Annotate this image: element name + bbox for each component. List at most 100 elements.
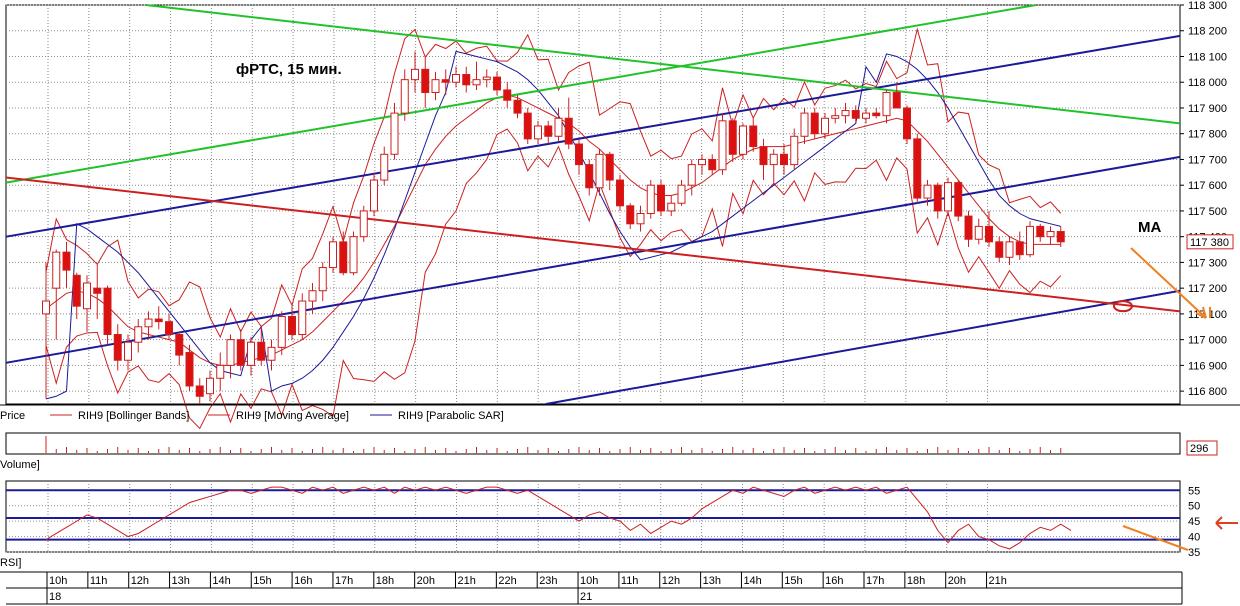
- bollinger-upper-band: [45, 27, 1062, 339]
- candle-bull: [1005, 241, 1014, 258]
- trend-line: [5, 4, 1037, 184]
- candle-bull: [974, 225, 983, 240]
- hour-label: 14h: [212, 575, 230, 587]
- candle-bear: [575, 143, 583, 166]
- rsi-forecast-arrow: [1122, 525, 1189, 551]
- candle-bear: [605, 153, 614, 181]
- candle-bull: [595, 153, 604, 189]
- candle-bear: [851, 110, 860, 119]
- price-panel-label: Price: [0, 410, 25, 422]
- price-tick-label: 117 800: [1188, 129, 1227, 141]
- parabolic-sar-line: [45, 50, 1061, 400]
- candle-bull: [216, 364, 225, 379]
- candle-bull: [790, 135, 799, 166]
- bollinger-lower-band: [45, 128, 1062, 430]
- candle-bear: [72, 274, 81, 307]
- hour-label: 15h: [253, 575, 271, 587]
- trend-line: [5, 155, 1181, 364]
- candle-bull: [83, 282, 91, 310]
- candle-bull: [698, 158, 706, 166]
- hour-label: 17h: [335, 575, 353, 587]
- candle-bear: [175, 333, 184, 356]
- price-grid: 118 300 118 200 118 100 118 000 117 900 117 8…: [6, 0, 1227, 404]
- candle-bear: [93, 287, 102, 294]
- candle-bull: [42, 300, 50, 315]
- candle-bull: [380, 153, 389, 181]
- price-tick-label: 118 100: [1188, 51, 1227, 63]
- hour-label: 18h: [907, 575, 925, 587]
- price-tick-label: 117 900: [1188, 103, 1227, 115]
- candle-bull: [390, 112, 399, 155]
- candle-bear: [113, 333, 122, 361]
- trend-line: [5, 176, 1181, 313]
- volume-value-box: [1186, 440, 1218, 456]
- candle-bear: [585, 164, 594, 189]
- trend-line: [5, 34, 1181, 238]
- forecast-arrow: [1130, 247, 1207, 319]
- price-tick-label: 117 000: [1188, 335, 1227, 347]
- candle-bull: [831, 115, 840, 119]
- candle-bull: [841, 110, 850, 117]
- candle-bear: [236, 339, 245, 366]
- candle-bear: [165, 321, 173, 335]
- candle-bull: [677, 184, 686, 204]
- price-tick-label: 117 200: [1188, 283, 1227, 295]
- rsi-panel-label: RSI]: [0, 557, 21, 569]
- hour-label: 20h: [948, 575, 966, 587]
- candle-bear: [749, 125, 758, 148]
- price-tick-label: 116 900: [1188, 360, 1227, 372]
- time-axis: 10h 11h 12h 13h 14h 15h 16h 17h 18h 20h 21h 22h 23h 1…: [0, 571, 1183, 605]
- candle-bull: [1026, 225, 1034, 256]
- candle-bear: [759, 146, 768, 166]
- candle-bull: [206, 377, 214, 395]
- candle-bear: [780, 153, 788, 166]
- rsi-tick-label: 40: [1188, 532, 1200, 544]
- hour-label: 23h: [539, 575, 557, 587]
- hour-label: 22h: [498, 575, 516, 587]
- legend-entry: RIH9 [Moving Average]: [236, 410, 349, 422]
- trend-line: [545, 289, 1181, 405]
- candle-bear: [154, 318, 163, 323]
- hour-label: 10h: [580, 575, 598, 587]
- candle-bear: [1015, 241, 1024, 256]
- forecast-arrow-head: [1195, 306, 1207, 319]
- hour-label: 11h: [621, 575, 639, 587]
- candle-bull: [769, 153, 778, 166]
- candle-bull: [247, 341, 255, 366]
- candle-bear: [985, 225, 993, 243]
- hour-label: 14h: [743, 575, 761, 587]
- rsi-frame: [5, 480, 1181, 553]
- volume-panel: 296 Volume]: [0, 432, 1218, 471]
- hour-label: 12h: [131, 575, 149, 587]
- date-label: 18: [49, 591, 61, 603]
- trend-line: [145, 4, 1181, 125]
- rsi-tick-label: 55: [1188, 485, 1200, 497]
- rsi-line: [45, 486, 1072, 550]
- candle-bull: [52, 251, 61, 289]
- candle-bear: [62, 251, 71, 271]
- candle-bull: [882, 92, 891, 117]
- candles: [42, 51, 1065, 404]
- hour-label: 12h: [662, 575, 680, 587]
- price-tick-label: 117 700: [1188, 154, 1227, 166]
- candle-bull: [349, 236, 358, 274]
- candle-bear: [339, 241, 348, 274]
- candle-bull: [329, 241, 337, 269]
- rsi-tick-label: 45: [1188, 516, 1200, 528]
- candle-bear: [995, 241, 1004, 258]
- candle-bear: [523, 112, 532, 140]
- price-tick-label: 117 600: [1188, 180, 1227, 192]
- price-legend: Price RIH9 [Bollinger Bands] RIH9 [Moving …: [0, 404, 1240, 422]
- candle-bull: [144, 318, 153, 328]
- ma-annotation: MA: [1138, 219, 1161, 236]
- candle-bull: [359, 210, 368, 238]
- candle-bear: [954, 182, 963, 217]
- price-tick-label: 117 100: [1188, 309, 1227, 321]
- rsi-tick-label: 50: [1188, 501, 1200, 513]
- last-price-label: 117 380: [1190, 237, 1229, 249]
- hour-label: 13h: [703, 575, 721, 587]
- rsi-tick-label: 35: [1188, 547, 1200, 559]
- candle-bear: [892, 92, 901, 109]
- date-label: 21: [580, 591, 592, 603]
